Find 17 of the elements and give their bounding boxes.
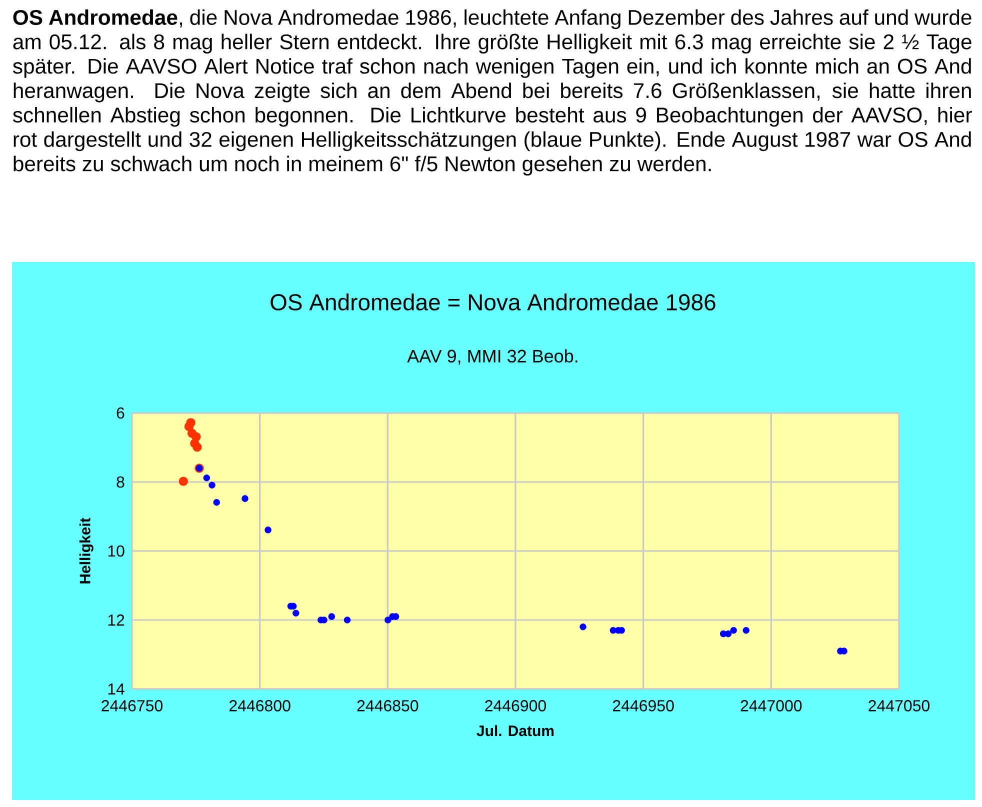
x-tick-label: 2446800 [230,700,290,712]
x-tick-label: 2446900 [485,700,546,712]
x-tick-label: 2446850 [357,700,418,712]
x-tick-label: 2447050 [868,700,930,712]
x-axis-title: Jul. Datum [476,725,554,736]
x-tick-label: 2447000 [740,700,802,712]
y-tick-label: 12 [108,614,124,626]
x-tick-label: 2446950 [612,700,674,712]
y-axis-title: Helligkeit [79,518,94,584]
text: OS Andromedae, die Nova Andromedae 1986, leuchtete Anfang Dezember des Jahres auf und wurde am 05.12. als 8 mag heller Stern entdeckt. Ihre größte Helligkeit mit 6.3 mag erreichte sie 2 ½ Tage später. Die AAVSO Alert Notice traf schon nach wenigen Tagen ein, und ich konnte mich an OS And heranwagen. Die Nova zeigte sich an dem Abend bei bereits 7.6 Größenklassen, sie hatte ihren schnellen Abstieg schon begonnen. Die Lichtkurve besteht aus 9 Beobachtungen der AAVSO, hier rot dargestellt und 32 eigenen Helligkeitsschätzungen (blaue Punkte). Ende August 1987 war OS And bereits zu schwach um noch in meinem 6" f/5 Newton gesehen zu werden. [13,9,972,176]
x-tick-label: 2446750 [102,700,163,712]
chart-title: OS Andromedae = Nova Andromedae 1986 [270,294,716,310]
y-tick-label: 10 [108,545,124,557]
y-tick-label: 6 [116,407,124,419]
chart-subtitle: AAV 9, MMI 32 Beob. [407,349,578,365]
y-tick-label: 14 [108,683,124,694]
y-tick-label: 8 [116,476,124,488]
